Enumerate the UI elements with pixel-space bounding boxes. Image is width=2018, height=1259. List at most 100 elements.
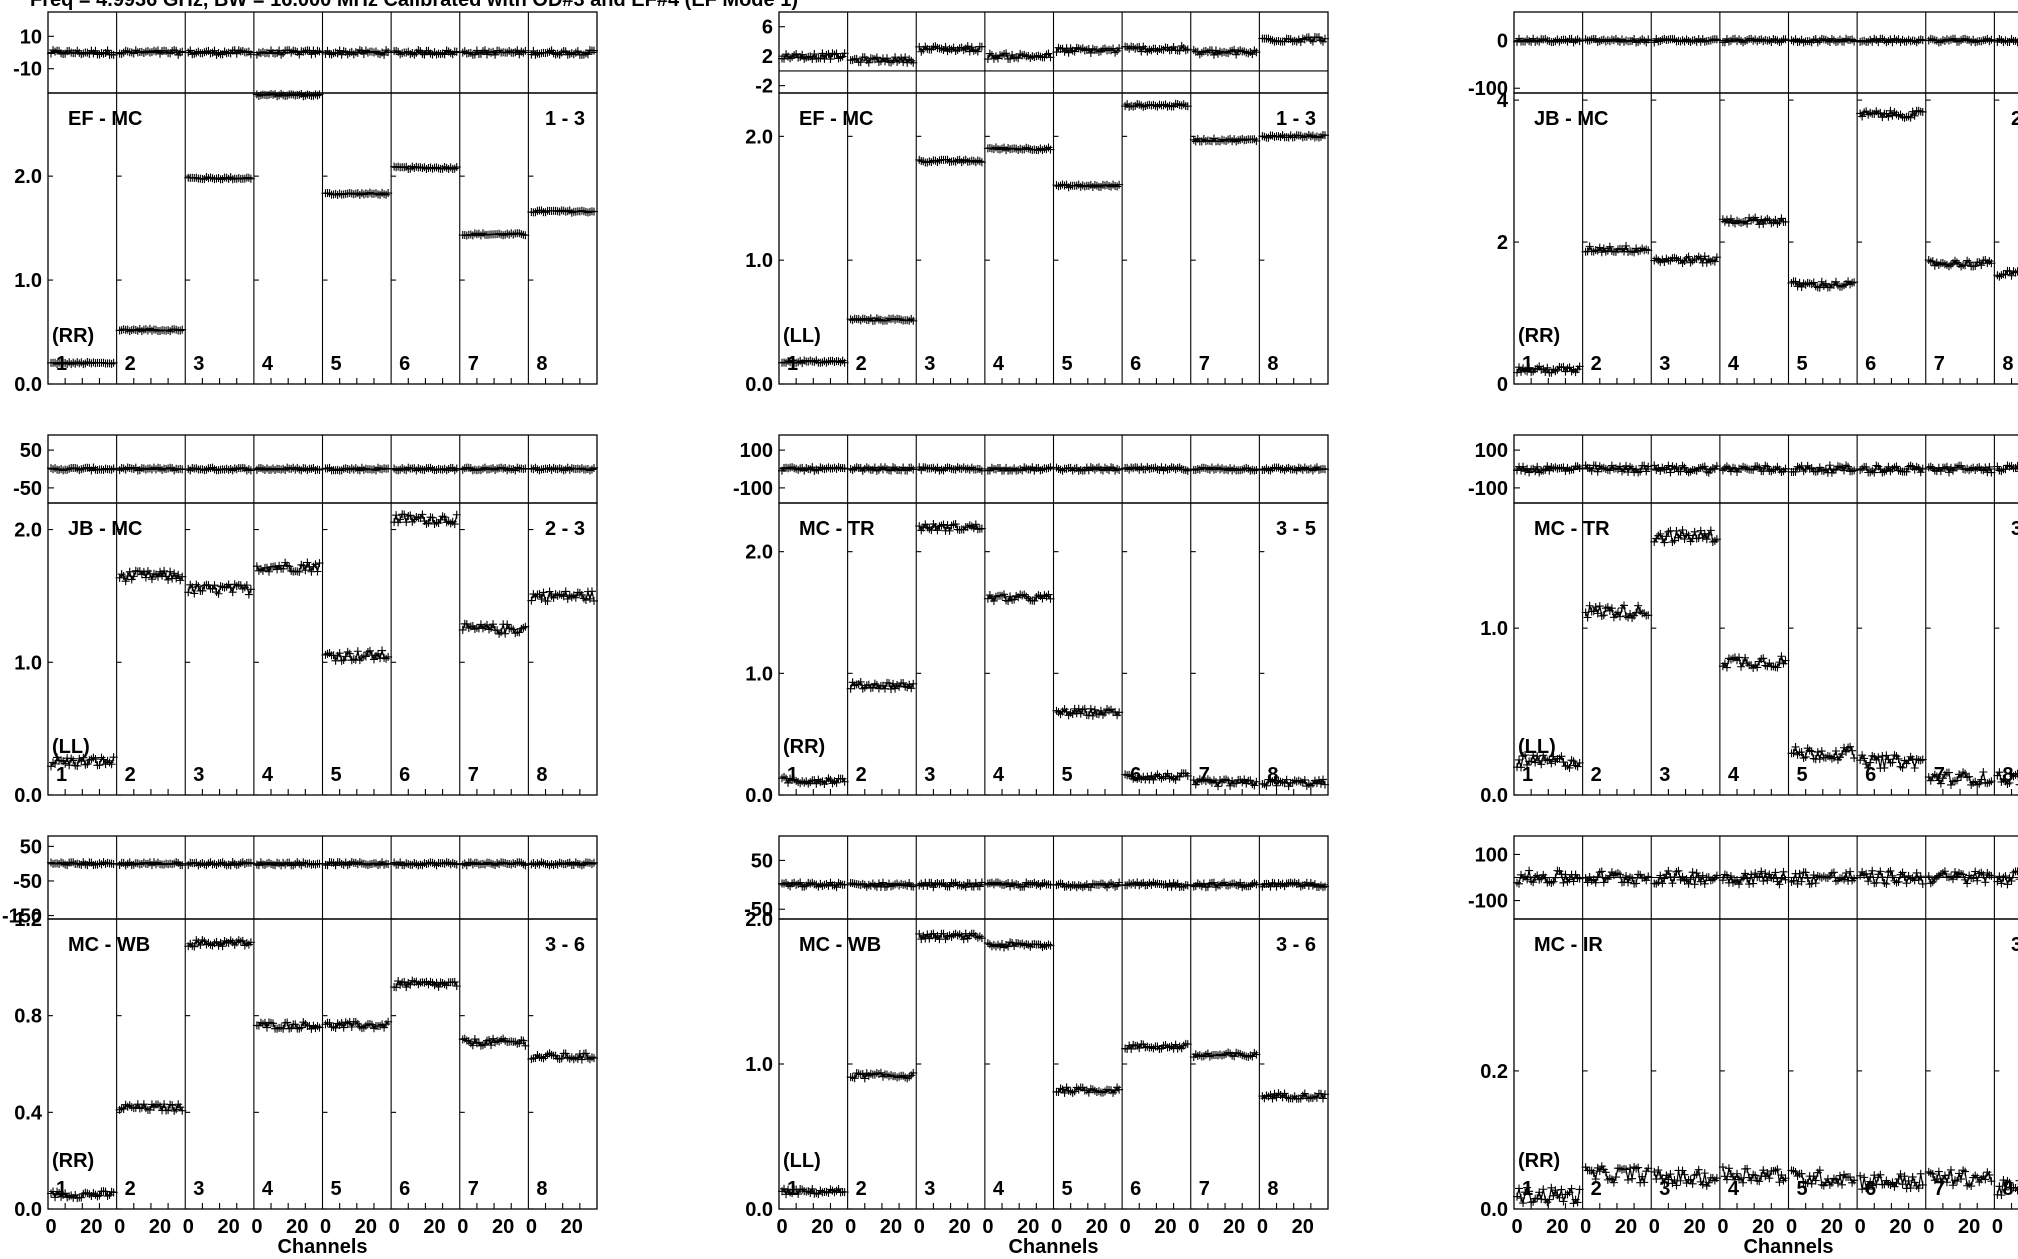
amplitude-point [61,1189,70,1198]
phase-point [129,465,138,474]
amplitude-point [440,980,449,989]
amplitude-point [848,1073,857,1082]
amplitude-point [61,759,70,768]
phase-point [1147,46,1156,55]
amplitude-point [61,359,70,368]
amplitude-point [1092,181,1101,190]
amplitude-point [337,1018,346,1027]
amplitude-point [476,231,485,240]
amplitude-point [216,582,225,591]
phase-point [83,48,92,57]
amplitude-point [325,189,334,198]
if-label: 1 [56,1178,67,1200]
amplitude-point [329,651,338,660]
phase-point [975,882,984,891]
phase-point [1926,34,1935,43]
amplitude-point [291,1020,300,1029]
phase-point [59,859,68,868]
amplitude-point [258,1020,267,1029]
amplitude-point [238,584,247,593]
amplitude-point [485,1035,494,1044]
amplitude-point [547,1050,556,1059]
phase-point [513,463,522,472]
if-label: 5 [1062,1178,1073,1200]
amplitude-point [361,1021,370,1030]
phase-point [305,859,314,868]
panel-1-1: 10 -10 0.0 1.0 2.0 1 2 3 4 5 6 7 8 EF - MC 1 - 3 (RR) [13,11,598,396]
amplitude-point [501,1036,510,1045]
baseline-label: JB - MC [1534,108,1608,130]
phase-point [361,464,370,473]
amplitude-point [301,1020,310,1029]
amplitude-point [1316,132,1325,141]
amplitude-point [1634,601,1643,610]
amplitude-point [1944,768,1953,777]
amplitude-point [107,760,116,769]
phase-point [380,860,389,869]
amplitude-point [1605,242,1614,251]
baseline-label: MC - TR [1534,518,1610,540]
amplitude-point [236,937,245,946]
amplitude-tick-label: 0.0 [14,785,42,807]
phase-point [190,49,199,58]
amplitude-point [458,1035,467,1044]
phase-point [143,859,152,868]
amplitude-point [406,980,415,989]
amplitude-point [1595,602,1604,611]
amplitude-point [559,592,568,601]
amplitude-point [452,510,461,519]
amplitude-point [166,327,175,336]
phase-point [557,48,566,57]
phase-point [895,881,904,890]
phase-point [121,46,130,55]
amplitude-point [480,1039,489,1048]
amplitude-point [400,977,409,986]
phase-point [345,860,354,869]
phase-point [382,46,391,55]
amplitude-point [1090,180,1099,189]
amplitude-point [1777,652,1786,661]
amplitude-point [226,936,235,945]
phase-point [65,46,74,55]
phase-point [501,858,510,867]
amplitude-point [382,654,391,663]
amplitude-point [151,570,160,579]
if-label: 5 [1797,353,1808,375]
phase-point [485,465,494,474]
baseline-number: 3 - 5 [1276,518,1316,540]
amplitude-point [127,1103,136,1112]
phase-point [414,464,423,473]
amplitude-point [95,761,104,770]
amplitude-point [295,567,304,576]
amplitude-point [478,1041,487,1050]
phase-point [1957,36,1966,45]
if-label: 1 [1522,764,1533,786]
amplitude-point [1678,526,1687,535]
phase-point [448,858,457,867]
amplitude-point [349,190,358,199]
amplitude-point [365,188,374,197]
amplitude-point [208,584,217,593]
x-tick-label: 0 [526,1216,537,1238]
phase-point [834,463,843,472]
phase-point [242,48,251,57]
amplitude-point [178,572,187,581]
amplitude-point [166,1100,175,1109]
phase-point [1022,464,1031,473]
phase-point [1525,866,1534,875]
panel-3-2: 100 -100 0.0 1.0 1 2 3 4 5 6 7 8 MC - TR 3 - 5 (LL) [1468,434,2018,807]
amplitude-tick-label: 4 [1497,90,1509,112]
phase-point [1995,466,2004,475]
phase-point [585,466,594,475]
phase-point [444,464,453,473]
phase-point [521,46,530,55]
phase-point [206,464,215,473]
polarization-label: (RR) [52,1150,94,1172]
phase-point [446,48,455,57]
if-label: 4 [993,353,1005,375]
amplitude-point [1640,609,1649,618]
phase-point [289,861,298,870]
x-tick-label: 20 [880,1216,902,1238]
phase-point [1680,463,1689,472]
amplitude-point [210,581,219,590]
